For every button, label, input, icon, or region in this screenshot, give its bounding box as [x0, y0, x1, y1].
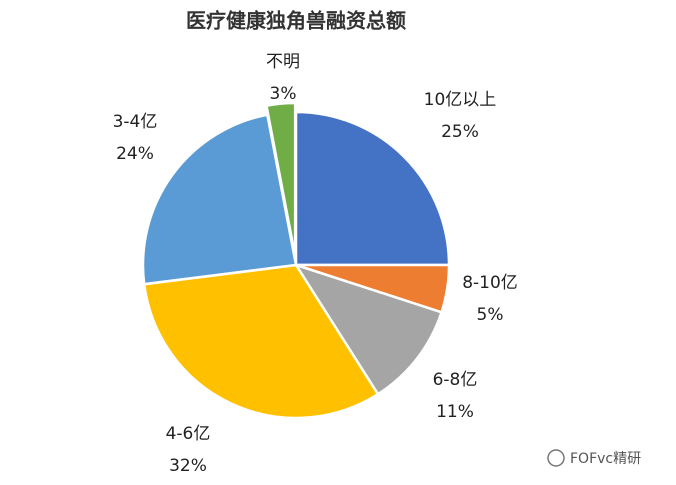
- value-label: 5%: [477, 305, 504, 325]
- value-label: 24%: [116, 144, 154, 164]
- category-label: 不明: [266, 52, 300, 72]
- category-label: 8-10亿: [462, 273, 518, 293]
- watermark: FOFvc精研: [570, 451, 641, 467]
- category-label: 3-4亿: [113, 112, 158, 132]
- chart-title: 医疗健康独角兽融资总额: [186, 9, 406, 33]
- value-label: 3%: [270, 84, 297, 104]
- value-label: 11%: [436, 402, 474, 422]
- pie-slice: [141, 113, 298, 286]
- pie-slice: [294, 110, 451, 267]
- value-label: 32%: [169, 456, 207, 476]
- pie-slice: [293, 262, 444, 396]
- watermark-icon: [547, 449, 565, 467]
- category-label: 6-8亿: [433, 370, 478, 390]
- category-label: 4-6亿: [166, 424, 211, 444]
- value-label: 25%: [441, 122, 479, 142]
- pie-slice: [265, 101, 297, 257]
- category-label: 10亿以上: [424, 90, 497, 110]
- pie-slice: [142, 263, 380, 420]
